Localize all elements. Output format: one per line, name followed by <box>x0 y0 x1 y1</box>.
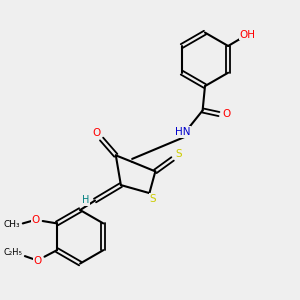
Text: O: O <box>223 109 231 119</box>
Text: O: O <box>32 215 40 225</box>
Text: H: H <box>82 195 90 205</box>
Text: S: S <box>150 194 156 204</box>
Text: S: S <box>176 149 182 160</box>
Text: O: O <box>92 128 100 138</box>
Text: OH: OH <box>239 30 256 40</box>
Text: O: O <box>34 256 42 266</box>
Text: C₂H₅: C₂H₅ <box>4 248 22 257</box>
Text: CH₃: CH₃ <box>4 220 20 229</box>
Text: HN: HN <box>175 127 191 137</box>
